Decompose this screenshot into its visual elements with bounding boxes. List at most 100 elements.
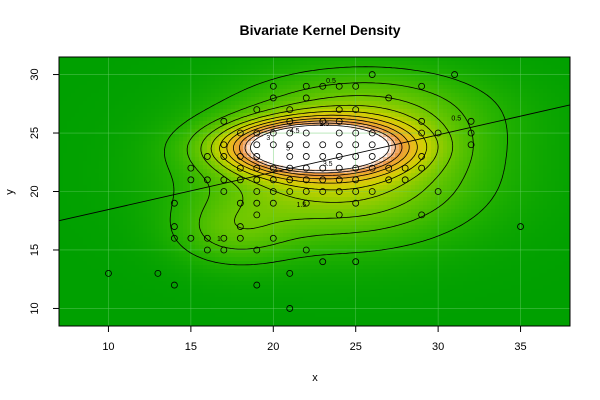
density-cell: [151, 193, 156, 198]
density-cell: [211, 93, 216, 98]
density-cell: [83, 69, 88, 74]
density-cell: [143, 165, 148, 170]
density-cell: [251, 69, 256, 74]
density-cell: [231, 193, 236, 198]
density-cell: [107, 109, 112, 114]
density-cell: [91, 205, 96, 210]
density-cell: [463, 161, 468, 166]
density-cell: [331, 193, 336, 198]
density-cell: [235, 89, 240, 94]
density-cell: [259, 57, 264, 62]
density-cell: [279, 89, 284, 94]
density-cell: [447, 205, 452, 210]
density-cell: [291, 97, 296, 102]
density-cell: [487, 141, 492, 146]
density-cell: [483, 157, 488, 162]
density-cell: [427, 81, 432, 86]
density-cell: [511, 121, 516, 126]
density-cell: [251, 85, 256, 90]
density-cell: [535, 125, 540, 130]
density-cell: [351, 137, 356, 142]
density-cell: [183, 185, 188, 190]
density-cell: [119, 193, 124, 198]
density-cell: [263, 77, 268, 82]
density-cell: [63, 153, 68, 158]
density-cell: [275, 173, 280, 178]
density-cell: [247, 69, 252, 74]
density-cell: [131, 177, 136, 182]
density-cell: [227, 193, 232, 198]
density-cell: [479, 137, 484, 142]
density-cell: [67, 193, 72, 198]
density-cell: [183, 133, 188, 138]
density-cell: [99, 161, 104, 166]
density-cell: [59, 133, 64, 138]
density-cell: [447, 193, 452, 198]
density-cell: [471, 61, 476, 66]
density-cell: [139, 169, 144, 174]
density-cell: [299, 121, 304, 126]
density-cell: [251, 141, 256, 146]
density-cell: [487, 97, 492, 102]
density-cell: [527, 129, 532, 134]
density-cell: [531, 169, 536, 174]
density-cell: [459, 165, 464, 170]
density-cell: [159, 65, 164, 70]
density-cell: [407, 201, 412, 206]
density-cell: [359, 97, 364, 102]
density-cell: [155, 209, 160, 214]
density-cell: [147, 89, 152, 94]
density-cell: [543, 125, 548, 130]
density-cell: [555, 205, 560, 210]
density-cell: [323, 61, 328, 66]
density-cell: [227, 209, 232, 214]
density-cell: [523, 69, 528, 74]
density-cell: [427, 121, 432, 126]
density-cell: [239, 185, 244, 190]
density-cell: [131, 149, 136, 154]
density-cell: [287, 85, 292, 90]
density-cell: [375, 85, 380, 90]
density-cell: [383, 177, 388, 182]
chart-title: Bivariate Kernel Density: [239, 22, 400, 38]
density-cell: [147, 93, 152, 98]
density-cell: [139, 153, 144, 158]
density-cell: [259, 149, 264, 154]
density-cell: [543, 157, 548, 162]
density-cell: [215, 97, 220, 102]
density-cell: [379, 101, 384, 106]
density-cell: [403, 73, 408, 78]
density-cell: [243, 169, 248, 174]
density-cell: [491, 73, 496, 78]
density-cell: [87, 93, 92, 98]
density-cell: [275, 201, 280, 206]
density-cell: [359, 149, 364, 154]
density-cell: [491, 69, 496, 74]
density-cell: [283, 101, 288, 106]
density-cell: [563, 97, 568, 102]
density-cell: [195, 61, 200, 66]
density-cell: [463, 133, 468, 138]
density-cell: [127, 65, 132, 70]
density-cell: [503, 65, 508, 70]
density-cell: [539, 73, 544, 78]
density-cell: [515, 61, 520, 66]
density-cell: [515, 193, 520, 198]
density-cell: [463, 117, 468, 122]
density-cell: [503, 193, 508, 198]
density-cell: [503, 157, 508, 162]
density-cell: [67, 141, 72, 146]
density-cell: [383, 105, 388, 110]
density-cell: [239, 81, 244, 86]
density-cell: [295, 93, 300, 98]
density-cell: [295, 185, 300, 190]
density-cell: [255, 105, 260, 110]
density-cell: [355, 197, 360, 202]
density-cell: [155, 185, 160, 190]
density-cell: [139, 157, 144, 162]
density-cell: [231, 61, 236, 66]
density-cell: [175, 81, 180, 86]
density-cell: [119, 77, 124, 82]
density-cell: [179, 65, 184, 70]
density-cell: [291, 101, 296, 106]
